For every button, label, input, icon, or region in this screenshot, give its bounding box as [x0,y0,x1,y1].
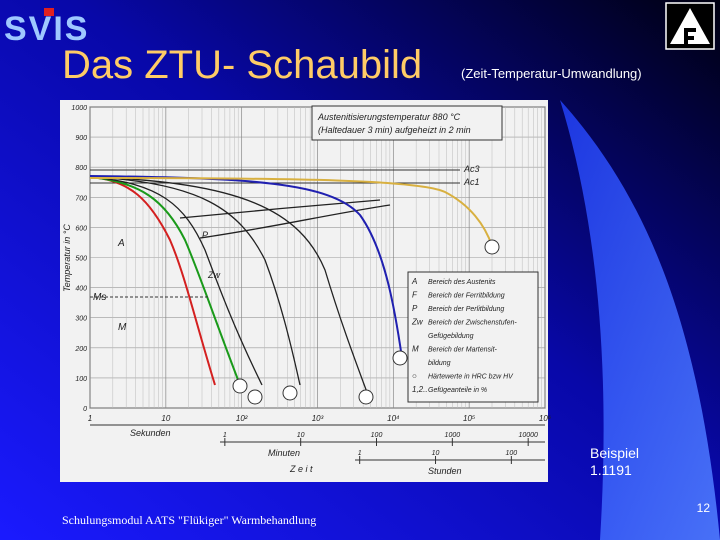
y-tick-label: 800 [75,165,87,172]
title: Das ZTU- Schaubild [62,43,422,87]
x-tick-label: 10 [432,450,440,457]
legend: A Bereich des Austenits F Bereich der Ferri… [411,277,517,394]
x-tick-label: 10 [297,432,305,439]
hardness-marker [484,239,500,255]
subtitle: (Zeit-Temperatur-Umwandlung) [461,66,642,81]
legend-text: bildung [428,360,451,367]
x-tick-label: 1 [223,432,227,439]
curve-black [89,176,263,386]
hardness-marker [358,389,374,405]
caption: 1.1191 [590,462,632,478]
page-number: 12 [697,501,711,515]
curve-black [179,199,381,219]
legend-text: Härtewerte in HRC bzw HV [428,374,514,381]
footer: Schulungsmodul AATS "Flükiger" Warmbehan… [62,513,316,527]
line-label: Ac3 [463,164,480,174]
legend-text: Bereich der Perlitbildung [428,306,504,313]
x-axis-label: Minuten [268,448,300,458]
note-box [311,105,503,141]
y-tick-label: 600 [75,225,87,232]
x-tick-label: 100 [371,432,383,439]
y-tick-label: 500 [75,256,87,263]
curve-yellow [89,177,493,247]
grid [89,106,546,409]
y-axis-label: Temperatur in °C [62,224,72,292]
curve-black [89,176,369,396]
y-tick-label: 100 [75,376,87,383]
x-axis-label: Sekunden [130,428,171,438]
legend-key: 1,2.. [412,385,428,394]
legend-text: Bereich der Zwischenstufen- [428,320,517,327]
caption: Beispiel [590,445,639,461]
y-tick-label: 300 [75,316,87,323]
legend-text: Bereich der Martensit- [428,347,498,354]
curve-black [89,176,301,386]
y-tick-label: 1000 [71,105,87,112]
y-tick-label: 700 [75,195,87,202]
legend-box [407,271,539,403]
hardness-marker [232,378,248,394]
region-label: Zw [207,270,220,280]
hardness-marker [247,389,263,405]
legend-text: Bereich der Ferritbildung [428,293,505,300]
x-axis-label: Stunden [428,466,462,476]
x-tick-label: 10⁶ [539,414,552,423]
logo: SVIS [4,10,89,48]
x-tick-label: 1 [358,450,362,457]
x-tick-label: 100 [506,450,518,457]
legend-key: M [412,345,419,354]
legend-key: ○ [412,372,417,381]
x-tick-label: 10³ [312,414,324,423]
x-tick-label: 10⁴ [387,414,400,423]
x-tick-label: 10 [161,414,170,423]
legend-text: Bereich des Austenits [428,279,496,286]
x-tick-label: 10² [236,414,248,423]
x-axis-label: Z e i t [289,464,313,474]
corner-icon-glyph [684,28,696,44]
y-tick-label: 200 [74,346,87,353]
legend-key: A [411,277,417,286]
legend-text: Gefügebildung [428,333,474,340]
note: Austenitisierungstemperatur 880 °C [317,112,461,122]
region-label: M [118,322,127,333]
logo-mark [44,8,54,16]
x-tick-label: 1000 [445,432,461,439]
curve-red [89,176,216,386]
region-label: Ms [93,292,106,303]
x-tick-label: 10000 [518,432,538,439]
curve-green [89,176,241,386]
legend-key: P [412,304,418,313]
corner-icon-shape [670,8,710,44]
legend-key: Zw [411,318,424,327]
x-tick-label: 10⁵ [463,414,476,423]
line-label: Ac1 [463,177,480,187]
legend-key: F [412,291,418,300]
note: (Haltedauer 3 min) aufgeheizt in 2 min [318,125,471,135]
decor-sweep [560,100,720,540]
y-tick-label: 400 [75,286,87,293]
curve-black [199,204,391,239]
x-tick-label: 1 [88,414,92,423]
hardness-marker [282,385,298,401]
region-label: P [202,230,208,240]
diagram: Austenitisierungstemperatur 880 °C (Halt… [60,100,552,482]
region-label: A [117,238,125,249]
y-tick-label: 0 [83,406,87,413]
legend-text: Gefügeanteile in % [428,387,487,394]
y-tick-label: 900 [75,135,87,142]
hardness-marker [392,350,408,366]
